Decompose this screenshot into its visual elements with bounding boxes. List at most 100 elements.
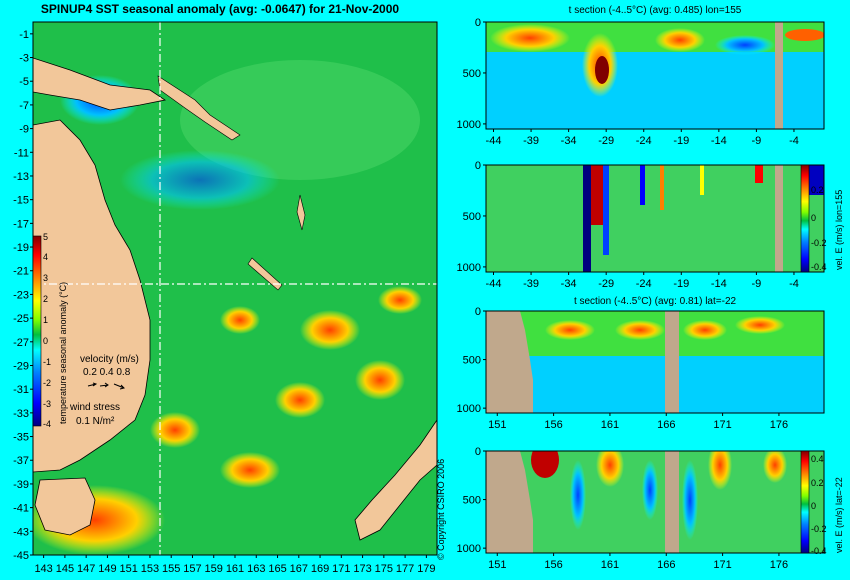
map-colorbar [32, 235, 42, 427]
section3-title: t section (-4..5°C) (avg: 0.81) lat=-22 [573, 296, 737, 307]
section2-x-tick: -19 [673, 278, 689, 290]
map-y-tick: -15 [13, 195, 29, 207]
velocity-legend-values: 0.2 0.4 0.8 [83, 367, 131, 378]
map-x-tick: 167 [290, 563, 308, 575]
map-y-tick: -13 [13, 171, 29, 183]
map-y-tick: -45 [13, 550, 29, 562]
section2-colorbar [800, 164, 810, 273]
section2-cb-tick: -0.4 [811, 262, 827, 272]
section3-x-tick: 176 [770, 419, 788, 431]
colorbar-tick: 2 [43, 294, 49, 304]
section3-x-tick: 156 [544, 419, 562, 431]
map-y-tick: -17 [13, 218, 29, 230]
section1-y-tick: 1000 [457, 119, 481, 131]
map-x-tick: 165 [268, 563, 286, 575]
section1-x-tick: -14 [711, 135, 727, 147]
map-y-tick: -39 [13, 479, 29, 491]
map-x-tick: 147 [77, 563, 95, 575]
map-x-tick: 157 [183, 563, 201, 575]
section4-cb-tick: 0.2 [811, 478, 824, 488]
colorbar-tick: 5 [43, 232, 49, 242]
section3-x-tick: 171 [713, 419, 731, 431]
section2-cb-tick: 0.2 [811, 185, 824, 195]
map-y-tick: -25 [13, 313, 29, 325]
section1-heatmap [486, 22, 824, 129]
section4-y-tick: 1000 [457, 543, 481, 555]
map-x-tick: 149 [98, 563, 116, 575]
section4-cb-tick: 0.4 [811, 454, 824, 464]
section2-cb-label: vel. E (m/s) lon=155 [834, 189, 844, 270]
map-y-tick: -27 [13, 337, 29, 349]
section3-y-tick: 1000 [457, 403, 481, 415]
section1-y-tick: 500 [463, 68, 481, 80]
velocity-legend-arrows [87, 382, 125, 390]
section2-x-tick: -34 [561, 278, 577, 290]
section2-y-tick: 1000 [457, 262, 481, 274]
section1-title: t section (-4..5°C) (avg: 0.485) lon=155 [568, 5, 742, 16]
map-y-tick: -7 [19, 100, 29, 112]
map-y-tick: -21 [13, 266, 29, 278]
section2-x-tick: -44 [486, 278, 502, 290]
section4-x-tick: 171 [713, 559, 731, 571]
section3-x-tick: 161 [601, 419, 619, 431]
map-x-tick: 173 [353, 563, 371, 575]
section2-x-tick: -39 [523, 278, 539, 290]
section3-heatmap [486, 311, 824, 413]
map-y-tick: -3 [19, 53, 29, 65]
colorbar-tick: 3 [43, 273, 49, 283]
map-y-tick: -33 [13, 408, 29, 420]
velocity-legend-label: velocity (m/s) [80, 354, 139, 365]
colorbar-tick: -1 [43, 357, 52, 367]
section4-heatmap [486, 451, 824, 553]
map-x-tick: 155 [162, 563, 180, 575]
colorbar-label: temperature seasonal anomaly (°C) [58, 281, 68, 424]
colorbar-tick: 4 [43, 252, 49, 262]
section4-cb-tick: -0.4 [811, 546, 827, 556]
section4-x-tick: 151 [488, 559, 506, 571]
section4-cb-tick: 0 [811, 501, 817, 511]
copyright: © Copyright CSIRO 2006 [436, 458, 446, 560]
section1-x-tick: -9 [752, 135, 762, 147]
section4-colorbar [800, 450, 810, 554]
map-y-tick: -23 [13, 289, 29, 301]
section3-y-tick: 0 [475, 306, 481, 318]
map-x-tick: 175 [375, 563, 393, 575]
section3-x-tick: 151 [488, 419, 506, 431]
map-y-tick: -31 [13, 384, 29, 396]
map-x-tick: 163 [247, 563, 265, 575]
section2-x-tick: -9 [752, 278, 762, 290]
section2-x-tick: -24 [636, 278, 652, 290]
section2-heatmap [486, 165, 824, 272]
section2-y-tick: 0 [475, 160, 481, 172]
section1-x-tick: -39 [523, 135, 539, 147]
map-y-tick: -43 [13, 526, 29, 538]
map-title: SPINUP4 SST seasonal anomaly (avg: -0.06… [40, 2, 400, 16]
colorbar-tick: 0 [43, 336, 49, 346]
section4-x-tick: 166 [657, 559, 675, 571]
map-y-tick: -37 [13, 455, 29, 467]
section4-x-tick: 176 [770, 559, 788, 571]
map-y-tick: -29 [13, 360, 29, 372]
section4-x-tick: 156 [544, 559, 562, 571]
section3-x-tick: 166 [657, 419, 675, 431]
map-x-tick: 159 [205, 563, 223, 575]
section1-x-tick: -24 [636, 135, 652, 147]
section2-x-tick: -14 [711, 278, 727, 290]
map-y-tick: -11 [14, 147, 29, 159]
section1-x-tick: -29 [598, 135, 614, 147]
section3-y-tick: 500 [463, 355, 481, 367]
colorbar-tick: -4 [43, 419, 52, 429]
wind-stress-value: 0.1 N/m² [76, 416, 115, 427]
map-x-tick: 145 [56, 563, 74, 575]
map-x-tick: 143 [34, 563, 52, 575]
map-x-tick: 153 [141, 563, 159, 575]
map-x-tick: 171 [332, 563, 350, 575]
section1-x-tick: -34 [561, 135, 577, 147]
section2-x-tick: -4 [789, 278, 799, 290]
section2-y-tick: 500 [463, 211, 481, 223]
section4-cb-label: vel. E (m/s) lat=-22 [834, 477, 844, 553]
section4-cb-tick: -0.2 [811, 524, 827, 534]
section4-y-tick: 0 [475, 446, 481, 458]
section4-x-tick: 161 [601, 559, 619, 571]
